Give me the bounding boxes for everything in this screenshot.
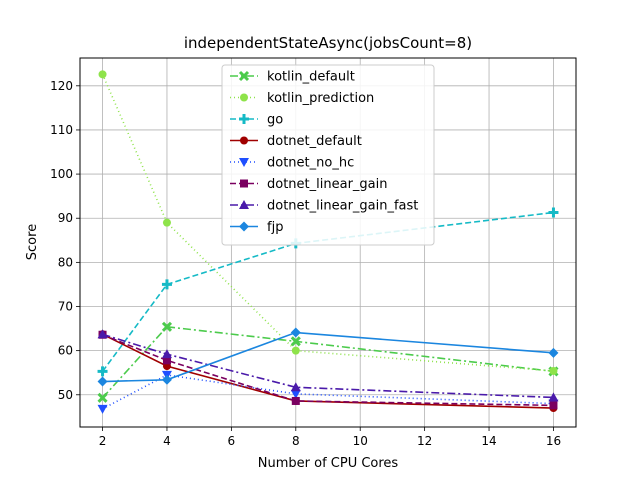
legend-label: kotlin_default bbox=[267, 70, 355, 85]
series-line bbox=[101, 325, 554, 399]
data-point bbox=[290, 389, 301, 399]
data-point bbox=[291, 346, 300, 355]
data-point bbox=[98, 70, 107, 79]
y-tick-label: 90 bbox=[58, 211, 73, 225]
x-tick-label: 2 bbox=[99, 434, 107, 448]
data-point bbox=[290, 336, 301, 347]
legend-entry: fjp bbox=[230, 220, 283, 235]
legend-marker bbox=[238, 70, 250, 82]
legend-label: dotnet_linear_gain bbox=[267, 177, 387, 192]
legend-entry: dotnet_no_hc bbox=[230, 156, 354, 171]
data-point bbox=[549, 401, 558, 410]
legend-label: dotnet_no_hc bbox=[267, 156, 354, 171]
legend-marker bbox=[240, 136, 248, 145]
legend-marker bbox=[240, 179, 248, 188]
legend-label: dotnet_linear_gain_fast bbox=[267, 199, 418, 214]
data-point bbox=[548, 347, 559, 358]
legend-marker bbox=[239, 221, 249, 232]
legend-marker bbox=[239, 114, 249, 124]
x-tick-label: 6 bbox=[228, 434, 236, 448]
series-line bbox=[101, 74, 554, 372]
y-axis-label: Score bbox=[25, 224, 40, 260]
y-tick-label: 80 bbox=[58, 255, 73, 269]
data-point bbox=[291, 396, 300, 405]
data-point bbox=[161, 374, 172, 385]
series-line bbox=[102, 334, 554, 407]
data-point bbox=[290, 382, 301, 392]
axis-ticks: 2 4 6 8 10 12 14 16 50 60 70 80 90 100 110 120 bbox=[50, 79, 561, 448]
series-line bbox=[102, 333, 554, 409]
x-tick-label: 12 bbox=[417, 434, 432, 448]
legend-label: kotlin_prediction bbox=[267, 91, 374, 106]
data-point bbox=[161, 349, 172, 359]
y-tick-label: 120 bbox=[50, 79, 73, 93]
plot-frame bbox=[79, 57, 577, 428]
data-point bbox=[161, 279, 172, 290]
x-tick-label: 14 bbox=[481, 434, 496, 448]
series-fjp bbox=[97, 327, 559, 387]
legend-entry: dotnet_linear_gain_fast bbox=[230, 199, 418, 214]
data-point bbox=[97, 392, 108, 403]
series-kotlin-prediction bbox=[98, 70, 558, 375]
data-point bbox=[97, 366, 108, 377]
x-tick-label: 10 bbox=[353, 434, 368, 448]
x-tick-label: 16 bbox=[546, 434, 561, 448]
series-dotnet-linear-gain-fast bbox=[97, 329, 559, 402]
y-tick-label: 60 bbox=[58, 344, 73, 358]
data-point bbox=[97, 404, 108, 414]
x-axis-label: Number of CPU Cores bbox=[258, 456, 399, 471]
legend-entry: dotnet_linear_gain bbox=[230, 177, 387, 192]
legend-marker bbox=[239, 158, 249, 167]
legend-entry: kotlin_default bbox=[230, 70, 355, 85]
data-point bbox=[290, 327, 301, 338]
legend-box bbox=[221, 64, 435, 246]
y-tick-label: 70 bbox=[58, 300, 73, 314]
data-point bbox=[549, 366, 558, 375]
x-tick-label: 4 bbox=[163, 434, 171, 448]
x-tick-label: 8 bbox=[292, 434, 300, 448]
data-point bbox=[162, 356, 171, 365]
data-point bbox=[97, 376, 108, 387]
data-point bbox=[548, 392, 559, 402]
series-line bbox=[102, 333, 554, 399]
legend-label: dotnet_default bbox=[267, 134, 362, 149]
series-line bbox=[102, 331, 554, 383]
data-point bbox=[548, 207, 559, 218]
legend-marker bbox=[240, 93, 248, 102]
y-tick-label: 50 bbox=[58, 388, 73, 402]
legend-marker bbox=[239, 200, 249, 209]
series-lines bbox=[97, 70, 559, 414]
legend-entry: dotnet_default bbox=[230, 134, 362, 149]
y-tick-label: 110 bbox=[50, 123, 73, 137]
legend-label: fjp bbox=[267, 220, 283, 235]
legend-entry: go bbox=[230, 113, 283, 128]
y-tick-label: 100 bbox=[50, 167, 73, 181]
legend-label: go bbox=[267, 113, 283, 128]
data-point bbox=[161, 321, 173, 332]
series-line bbox=[102, 374, 554, 410]
legend-entry: kotlin_prediction bbox=[230, 91, 374, 106]
data-point bbox=[162, 218, 171, 227]
chart-title: independentStateAsync(jobsCount=8) bbox=[184, 34, 472, 52]
data-point bbox=[97, 329, 108, 339]
